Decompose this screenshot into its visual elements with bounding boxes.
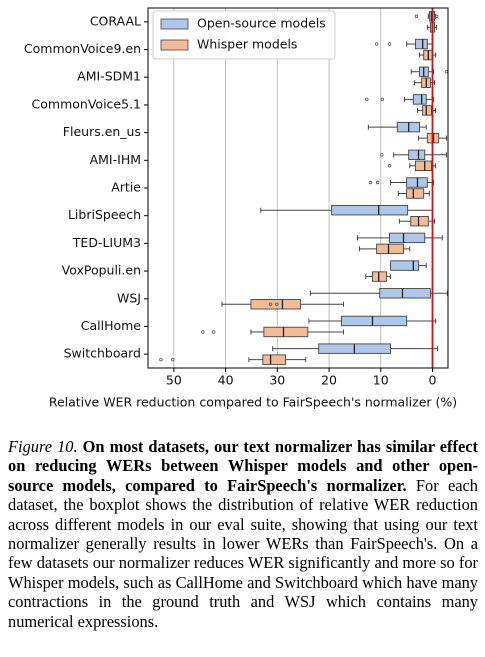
plot-frame — [147, 7, 449, 369]
outlier — [365, 97, 369, 102]
outlier — [171, 357, 175, 362]
outlier — [159, 357, 163, 362]
box — [414, 38, 428, 50]
outlier — [375, 180, 380, 185]
y-tick-label: LibriSpeech — [68, 207, 141, 222]
outlier — [387, 164, 392, 168]
box — [410, 215, 429, 227]
x-tick-label: 50 — [166, 373, 182, 388]
legend-label: Whisper models — [197, 37, 297, 52]
y-tick-label: CommonVoice9.en — [24, 41, 141, 56]
box — [412, 94, 427, 105]
box — [389, 232, 426, 244]
outlier — [374, 42, 379, 46]
y-tick-label: VoxPopuli.en — [62, 263, 141, 278]
box — [406, 188, 425, 199]
legend-box — [152, 10, 336, 60]
caption: Figure 10. On most datasets, our text no… — [8, 437, 478, 631]
caption-label: Figure 10. — [8, 437, 78, 456]
legend-swatch — [160, 39, 189, 51]
x-tick-label: 30 — [269, 373, 285, 388]
outlier — [444, 70, 449, 74]
box — [390, 260, 419, 271]
caption-title: On most datasets, our text normalizer ha… — [8, 437, 478, 495]
legend-swatch — [160, 18, 189, 30]
x-tick-label: 40 — [218, 373, 234, 388]
outlier — [380, 97, 385, 102]
outlier — [414, 14, 419, 19]
box — [414, 160, 432, 172]
y-tick-label: CORAAL — [90, 13, 141, 28]
box — [262, 354, 287, 365]
box — [379, 288, 431, 299]
y-tick-label: Switchboard — [64, 346, 141, 361]
outlier — [434, 14, 439, 19]
box — [372, 271, 387, 282]
box — [263, 326, 309, 338]
box — [340, 315, 408, 327]
y-tick-label: TED-LIUM3 — [72, 235, 141, 250]
x-tick-label: 0 — [429, 373, 437, 388]
box — [422, 105, 432, 116]
y-tick-label: Artie — [111, 180, 141, 195]
y-tick-label: AMI-SDM1 — [77, 69, 141, 84]
y-tick-label: WSJ — [117, 290, 141, 305]
y-tick-label: AMI-IHM — [90, 152, 141, 167]
x-tick-label: 10 — [373, 373, 389, 388]
x-axis-label: Relative WER reduction compared to FairS… — [49, 395, 457, 410]
chart: Relative WER reduction compared to FairS… — [24, 7, 457, 410]
x-tick-label: 20 — [321, 373, 337, 388]
y-tick-label: CallHome — [81, 318, 142, 333]
y-tick-label: Fleurs.en_us — [63, 124, 141, 139]
y-tick-label: CommonVoice5.1 — [32, 96, 141, 111]
outlier — [268, 302, 273, 306]
outlier — [368, 180, 373, 185]
caption-text: For each dataset, the boxplot shows the … — [8, 475, 478, 631]
outlier — [211, 330, 216, 334]
legend-label: Open-source models — [197, 16, 326, 31]
box — [331, 204, 409, 216]
outlier — [201, 330, 205, 334]
outlier — [380, 153, 384, 157]
outlier — [275, 302, 279, 306]
box — [408, 149, 426, 161]
box — [376, 243, 404, 255]
outlier — [387, 42, 392, 46]
